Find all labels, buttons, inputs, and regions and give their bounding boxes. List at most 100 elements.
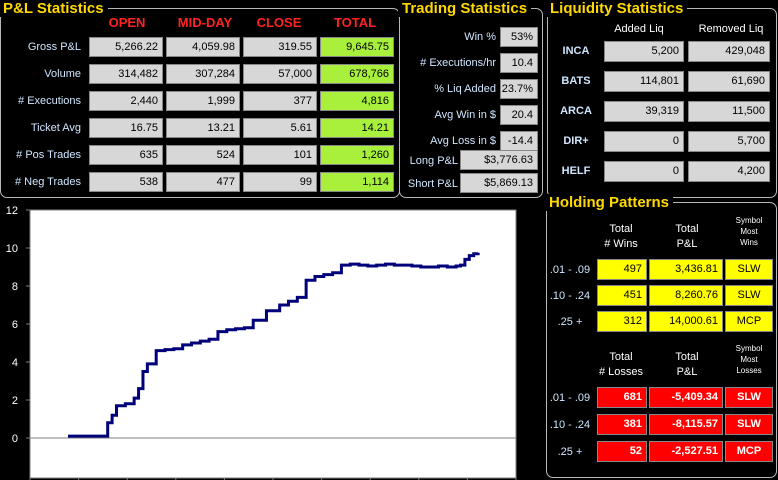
holding-patterns-panel: Holding Patterns Total # Wins Total P&L … (545, 194, 777, 478)
losses-symbol: SLW (725, 387, 773, 408)
wins-symbol: SLW (725, 259, 773, 280)
pl-statistics-panel: P&L Statistics OPEN MID-DAY CLOSE TOTAL … (0, 0, 400, 198)
losses-count-header-1: Total (609, 351, 633, 363)
losses-count: 381 (597, 414, 647, 435)
pl-cell: 635 (89, 145, 163, 165)
chart-plot-area (29, 209, 517, 479)
wins-pl: 3,436.81 (649, 259, 723, 280)
pl-cell: 524 (166, 145, 240, 165)
pl-cell: 1,114 (320, 172, 394, 192)
pl-cell: 5.61 (243, 118, 317, 138)
liq-removed-value: 429,048 (688, 41, 770, 62)
pl-cell: 538 (89, 172, 163, 192)
y-tick-label: 12 (6, 205, 18, 217)
losses-pl: -5,409.34 (649, 387, 723, 408)
pl-row-label: Ticket Avg (30, 122, 81, 134)
wins-symbol: MCP (725, 311, 773, 332)
trading-row-value: 20.4 (500, 105, 538, 125)
liq-removed-value: 11,500 (688, 101, 770, 122)
y-tick-label: 4 (12, 357, 18, 369)
pl-row-label: # Executions (18, 95, 81, 107)
wins-count: 451 (597, 285, 647, 306)
liq-venue-label: HELF (561, 165, 591, 177)
liq-added-value: 39,319 (604, 101, 684, 122)
liq-venue-label: BATS (561, 75, 591, 87)
wins-count: 497 (597, 259, 647, 280)
chart-svg: 0 2 4 6 8 10 12 (6, 205, 517, 480)
pl-row-label: Gross P&L (27, 41, 81, 53)
trading-row-value: 10.4 (500, 53, 538, 73)
trading-statistics-title: Trading Statistics (398, 0, 532, 17)
liq-venue-label: INCA (562, 45, 590, 57)
long-pl-value: $3,776.63 (460, 150, 538, 170)
liq-venue-label: ARCA (560, 105, 592, 117)
losses-symbol-header-3: Losses (736, 366, 762, 375)
short-pl-label: Short P&L (407, 178, 458, 190)
pl-row-label: # Pos Trades (16, 149, 81, 161)
trading-statistics-panel: Trading Statistics Win % 53% # Executions/… (398, 0, 543, 198)
pl-cell: 101 (243, 145, 317, 165)
y-tick-label: 2 (12, 395, 18, 407)
losses-symbol-header-2: Most (740, 355, 758, 364)
liq-added-value: 0 (604, 161, 684, 182)
wins-pl: 8,260.76 (649, 285, 723, 306)
trading-row-label: % Liq Added (434, 83, 496, 95)
wins-pl: 14,000.61 (649, 311, 723, 332)
trading-row-label: # Executions/hr (420, 57, 496, 69)
pl-cell: 319.55 (243, 37, 317, 57)
wins-symbol: SLW (725, 285, 773, 306)
pl-col-open: OPEN (108, 15, 146, 30)
liq-removed-value: 5,700 (688, 131, 770, 152)
trading-row-value: -14.4 (500, 131, 538, 151)
wins-range-label: .25 + (557, 316, 583, 328)
losses-pl: -8,115.57 (649, 414, 723, 435)
liquidity-statistics-panel: Liquidity Statistics Added Liq Removed L… (546, 0, 777, 198)
trading-row-label: Avg Loss in $ (430, 135, 496, 147)
wins-symbol-header-1: Symbol (735, 216, 763, 225)
losses-count: 681 (597, 387, 647, 408)
pl-line-chart: 0 2 4 6 8 10 12 (0, 200, 545, 480)
pl-cell: 477 (166, 172, 240, 192)
holding-patterns-title: Holding Patterns (545, 194, 674, 211)
wins-pl-header-1: Total (675, 223, 699, 235)
pl-series-line (68, 252, 480, 438)
pl-cell: 678,766 (320, 64, 394, 84)
y-tick-label: 6 (12, 319, 18, 331)
liquidity-statistics-title: Liquidity Statistics (546, 0, 688, 17)
pl-row-label: Volume (44, 68, 81, 80)
losses-symbol-header-1: Symbol (735, 344, 763, 353)
y-tick-label: 8 (12, 281, 18, 293)
losses-count: 52 (597, 441, 647, 462)
liq-removed-value: 4,200 (688, 161, 770, 182)
pl-cell: 377 (243, 91, 317, 111)
pl-cell: 16.75 (89, 118, 163, 138)
wins-symbol-header-2: Most (740, 227, 758, 236)
trading-row-label: Win % (464, 31, 496, 43)
losses-range-label: .25 + (557, 446, 583, 458)
pl-cell: 57,000 (243, 64, 317, 84)
losses-pl-header-1: Total (675, 351, 699, 363)
losses-range-label: .01 - .09 (549, 392, 591, 404)
pl-col-close: CLOSE (256, 15, 302, 30)
losses-symbol: MCP (725, 441, 773, 462)
y-tick-label: 10 (6, 243, 18, 255)
liq-col-added: Added Liq (614, 23, 664, 35)
losses-symbol: SLW (725, 414, 773, 435)
pl-row-label: # Neg Trades (14, 176, 81, 188)
pl-cell: 314,482 (89, 64, 163, 84)
losses-pl-header-2: P&L (676, 366, 698, 378)
trading-row-value: 53% (500, 27, 538, 47)
pl-cell: 13.21 (166, 118, 240, 138)
wins-range-label: .01 - .09 (549, 264, 591, 276)
pl-cell: 99 (243, 172, 317, 192)
pl-cell: 14.21 (320, 118, 394, 138)
pl-cell: 1,999 (166, 91, 240, 111)
wins-count-header-2: # Wins (604, 238, 638, 250)
pl-cell: 307,284 (166, 64, 240, 84)
losses-range-label: .10 - .24 (549, 419, 591, 431)
liq-added-value: 114,801 (604, 71, 684, 92)
losses-pl: -2,527.51 (649, 441, 723, 462)
pl-cell: 4,816 (320, 91, 394, 111)
wins-range-label: .10 - .24 (549, 290, 591, 302)
wins-count-header-1: Total (609, 223, 633, 235)
